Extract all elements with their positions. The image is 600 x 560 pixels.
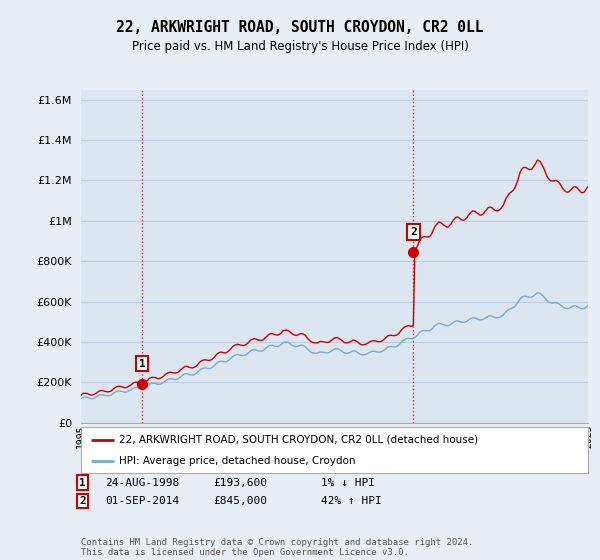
Text: 1: 1 [139,358,146,368]
Text: 1% ↓ HPI: 1% ↓ HPI [321,478,375,488]
Text: 2: 2 [79,496,86,506]
Text: £193,600: £193,600 [213,478,267,488]
Text: 24-AUG-1998: 24-AUG-1998 [105,478,179,488]
Text: 1: 1 [79,478,86,488]
Text: 2: 2 [410,227,417,237]
Text: 22, ARKWRIGHT ROAD, SOUTH CROYDON, CR2 0LL (detached house): 22, ARKWRIGHT ROAD, SOUTH CROYDON, CR2 0… [119,435,478,445]
Text: 01-SEP-2014: 01-SEP-2014 [105,496,179,506]
Text: 42% ↑ HPI: 42% ↑ HPI [321,496,382,506]
Text: Price paid vs. HM Land Registry's House Price Index (HPI): Price paid vs. HM Land Registry's House … [131,40,469,53]
Text: £845,000: £845,000 [213,496,267,506]
Text: Contains HM Land Registry data © Crown copyright and database right 2024.
This d: Contains HM Land Registry data © Crown c… [81,538,473,557]
Text: 22, ARKWRIGHT ROAD, SOUTH CROYDON, CR2 0LL: 22, ARKWRIGHT ROAD, SOUTH CROYDON, CR2 0… [116,20,484,35]
Text: HPI: Average price, detached house, Croydon: HPI: Average price, detached house, Croy… [119,456,356,466]
